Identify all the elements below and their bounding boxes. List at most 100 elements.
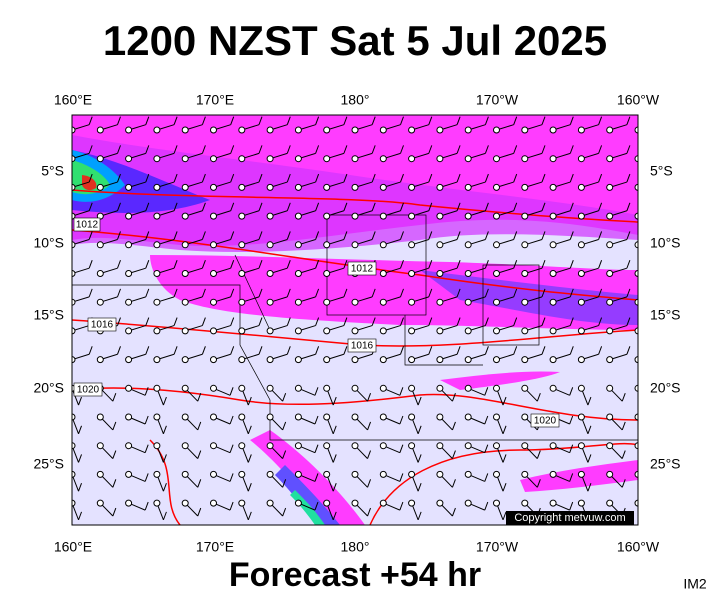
barb-station bbox=[577, 298, 585, 306]
barb-feather bbox=[484, 231, 489, 240]
map-area bbox=[72, 115, 638, 525]
barb-feather bbox=[598, 202, 603, 211]
barb-station bbox=[72, 155, 76, 163]
barb-station bbox=[210, 270, 217, 277]
barb-feather bbox=[173, 116, 178, 125]
barb-station bbox=[408, 270, 416, 277]
barb-station bbox=[181, 270, 189, 277]
barb-feather bbox=[282, 507, 287, 517]
barb-station bbox=[577, 155, 585, 163]
barb-feather bbox=[286, 288, 291, 298]
barb-station bbox=[521, 356, 529, 364]
barb-station bbox=[125, 327, 133, 335]
barb-feather bbox=[78, 425, 82, 434]
barb-feather bbox=[371, 288, 376, 298]
barb-station bbox=[96, 155, 104, 163]
barb-feather bbox=[315, 346, 320, 355]
map-frame bbox=[71, 114, 639, 526]
barb-station bbox=[153, 155, 161, 163]
barb-station bbox=[96, 126, 104, 134]
barb-station bbox=[436, 298, 444, 306]
barb-station bbox=[379, 327, 387, 335]
barb-station bbox=[294, 499, 302, 507]
barb-feather bbox=[367, 450, 372, 459]
barb-station bbox=[210, 499, 217, 507]
barb-station bbox=[323, 298, 331, 306]
barb-feather bbox=[230, 202, 235, 211]
barb-feather bbox=[513, 173, 518, 183]
barb-station bbox=[72, 413, 76, 421]
barb-station bbox=[323, 270, 331, 277]
barb-station bbox=[210, 126, 217, 134]
barb-feather bbox=[569, 473, 574, 482]
lat-label: 25°S bbox=[650, 456, 681, 472]
barb-feather bbox=[258, 260, 263, 269]
barb-station bbox=[153, 442, 161, 450]
barb-station bbox=[549, 126, 557, 134]
barb-station bbox=[436, 155, 444, 163]
barb-feather bbox=[367, 393, 372, 402]
barb-feather bbox=[621, 421, 626, 431]
barb-station bbox=[210, 155, 217, 163]
barb-feather bbox=[343, 116, 348, 125]
barb-station bbox=[606, 413, 614, 421]
barb-feather bbox=[541, 202, 546, 211]
barb-feather bbox=[541, 145, 546, 154]
barb-feather bbox=[655, 260, 658, 268]
barb-feather bbox=[343, 317, 348, 326]
barb-station bbox=[210, 470, 217, 478]
barb-feather bbox=[162, 454, 167, 463]
barb-station bbox=[549, 384, 557, 392]
barb-station bbox=[464, 270, 472, 277]
barb-feather bbox=[282, 393, 287, 402]
barb-station bbox=[153, 126, 161, 134]
barb-feather bbox=[399, 387, 404, 396]
barb-feather bbox=[417, 396, 422, 406]
barb-feather bbox=[286, 260, 291, 269]
barb-station bbox=[606, 356, 614, 364]
barb-feather bbox=[502, 511, 507, 521]
barb-station bbox=[436, 241, 444, 249]
barb-feather bbox=[513, 288, 518, 298]
barb-feather bbox=[371, 173, 376, 183]
barb-station bbox=[153, 270, 161, 277]
barb-feather bbox=[371, 317, 376, 326]
barb-station bbox=[210, 298, 217, 306]
barb-feather bbox=[400, 202, 404, 211]
barb-feather bbox=[197, 507, 202, 517]
barb-feather bbox=[598, 260, 603, 269]
barb-feather bbox=[569, 288, 574, 298]
barb-feather bbox=[428, 260, 433, 269]
barb-station bbox=[125, 384, 133, 392]
barb-feather bbox=[541, 116, 546, 125]
barb-feather bbox=[569, 202, 574, 211]
barb-station bbox=[549, 442, 557, 450]
barb-feather bbox=[88, 202, 93, 211]
barb-feather bbox=[541, 288, 546, 298]
barb-station bbox=[351, 413, 359, 421]
barb-feather bbox=[117, 202, 121, 211]
barb-feather bbox=[428, 173, 433, 183]
barb-feather bbox=[428, 288, 433, 298]
barb-feather bbox=[655, 346, 658, 354]
barb-feather bbox=[201, 116, 206, 125]
barb-station bbox=[606, 241, 614, 249]
barb-station bbox=[96, 270, 104, 277]
barb-feather bbox=[484, 260, 489, 269]
barb-station bbox=[577, 356, 585, 364]
barb-station bbox=[181, 470, 189, 478]
barb-feather bbox=[587, 425, 592, 434]
barb-feather bbox=[197, 421, 202, 431]
barb-feather bbox=[417, 454, 422, 463]
barb-feather bbox=[201, 288, 206, 298]
barb-station bbox=[125, 155, 133, 163]
barb-station bbox=[323, 126, 331, 134]
barb-feather bbox=[201, 202, 206, 211]
barb-feather bbox=[162, 425, 167, 434]
barb-station bbox=[606, 270, 614, 277]
barb-station bbox=[294, 155, 302, 163]
barb-station bbox=[408, 470, 416, 478]
barb-feather bbox=[286, 116, 291, 125]
barb-station bbox=[493, 126, 500, 134]
